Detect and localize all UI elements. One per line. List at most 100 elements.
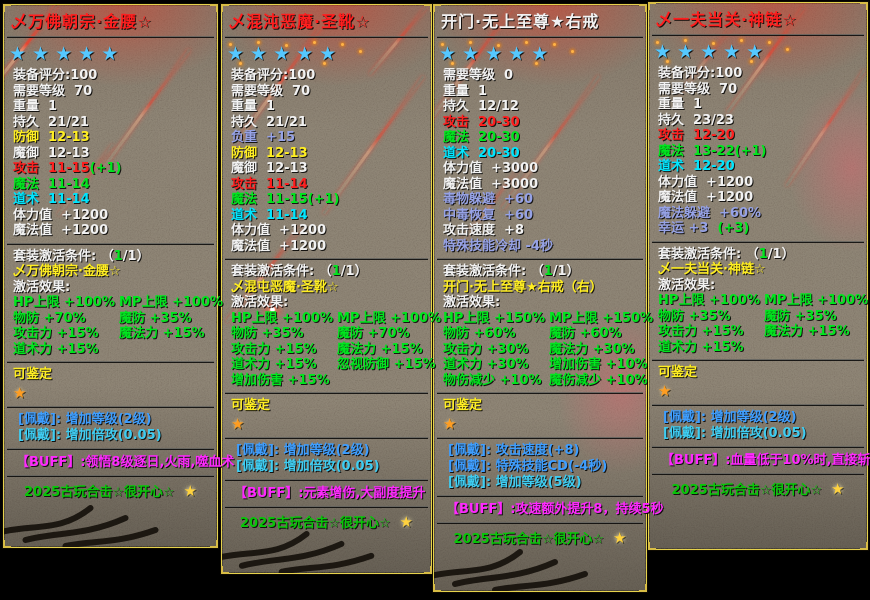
text-segment: (+1) xyxy=(734,143,767,159)
set-effect-left: 攻击力 +15% xyxy=(658,324,744,339)
corner-ornament xyxy=(433,4,441,12)
sparkle-icon xyxy=(341,43,344,46)
text-segment: 魔法值 +1200 xyxy=(231,238,327,254)
panel-background-texture xyxy=(649,3,867,549)
corner-ornament xyxy=(424,566,432,574)
text-segment: /1） xyxy=(340,264,368,279)
sparkle-icon xyxy=(712,42,715,45)
corner-ornament xyxy=(639,4,647,12)
set-effect-row: 物防 +60% 魔防 +60% xyxy=(443,326,637,342)
text-segment: 装备评分:100 xyxy=(13,68,98,83)
divider-line xyxy=(652,359,864,361)
divider-line xyxy=(652,473,864,475)
identify-star-icon: ★ xyxy=(658,382,672,400)
set-effect-row: 物防 +35% 魔防 +70% xyxy=(231,326,422,342)
corner-ornament xyxy=(648,2,656,10)
server-footer-line: 2025古玩合击☆很开心☆ ★ xyxy=(4,482,217,502)
sparkle-icon xyxy=(750,60,753,63)
footer-star-icon: ★ xyxy=(613,529,627,547)
dirt-noise-texture xyxy=(222,5,431,573)
red-meteor-glow xyxy=(434,5,646,85)
text-segment: 幸运 +3 xyxy=(658,221,718,236)
text-segment: 套装激活条件: （ xyxy=(443,264,544,279)
buff-prefix: 【BUFF】 xyxy=(16,455,81,470)
corner-ornament xyxy=(424,4,432,12)
stat-line: 需要等级 70 xyxy=(658,82,858,98)
set-effect-row: 攻击力 +15% 魔法力 +15% xyxy=(658,324,858,340)
stat-line: 魔法值 +1200 xyxy=(658,190,858,206)
set-effect-left: HP上限 +150% xyxy=(443,310,545,326)
stat-line: 魔法值 +1200 xyxy=(13,223,208,239)
star-icon: ★ xyxy=(250,43,274,65)
text-segment: 开门·无上至尊★右戒（右） xyxy=(443,279,603,295)
text-segment: 持久 12/12 xyxy=(443,99,519,114)
set-effect-row: 增加伤害 +15% xyxy=(231,373,422,389)
corner-ornament xyxy=(639,584,647,592)
star-rating: ★★★★★ xyxy=(227,41,426,67)
panel-background-texture xyxy=(434,5,646,591)
stat-line: 持久 12/12 xyxy=(443,99,637,115)
text-segment: 装备评分:100 xyxy=(658,66,743,81)
text-segment: 毒物躲避 +60 xyxy=(443,192,534,207)
footer-text: 2025古玩合击☆很开心☆ xyxy=(240,516,391,531)
tooltip-content: 乄混沌恶魔·圣靴☆ ★★★★★ 装备评分:100 需要等级 70 重量 1 持久 21/2… xyxy=(222,5,441,533)
text-segment: 1 xyxy=(331,264,341,279)
set-effect-row: 道术力 +15% xyxy=(658,340,858,356)
divider-line xyxy=(437,36,643,38)
stat-line: 重量 1 xyxy=(231,99,422,115)
star-icon: ★ xyxy=(439,43,463,65)
set-condition: 套装激活条件: （1/1） xyxy=(443,264,637,280)
text-segment: 需要等级 70 xyxy=(231,83,311,99)
identify-label: 可鉴定 xyxy=(658,365,698,380)
branch-silhouette xyxy=(434,496,646,591)
star-icon: ★ xyxy=(273,43,297,65)
stat-line: 持久 23/23 xyxy=(658,113,858,129)
footer-text: 2025古玩合击☆很开心☆ xyxy=(671,483,823,498)
text-segment: 乄混屯恶魔·圣靴☆ xyxy=(231,279,339,295)
set-condition: 套装激活条件: （1/1） xyxy=(231,264,422,280)
divider-line xyxy=(652,34,864,36)
buff-text: :元素增伤,大副度提升 xyxy=(298,486,426,501)
stat-line: 攻击 11-15(+1) xyxy=(13,161,208,177)
set-effect-left: 攻击力 +15% xyxy=(231,341,317,357)
buff-prefix: 【BUFF】 xyxy=(661,453,726,468)
divider-line xyxy=(225,437,428,439)
corner-ornament xyxy=(221,4,229,12)
wear-bonus-line: [佩戴]: 攻击速度(+8) xyxy=(448,443,580,458)
text-segment: 道术 11-14 xyxy=(231,207,308,223)
text-segment: 体力值 +1200 xyxy=(658,174,754,190)
identify-star-icon: ★ xyxy=(231,415,245,433)
text-segment: 乄一夫当关·神链☆ xyxy=(656,10,798,29)
set-effect-right: 魔防 +35% xyxy=(764,308,837,324)
stat-line: 道术 11-14 xyxy=(13,192,208,208)
set-effect-right: 魔防 +35% xyxy=(119,310,192,326)
star-icon: ★ xyxy=(485,43,509,65)
set-effect-left: 增加伤害 +15% xyxy=(231,372,330,388)
dirt-noise-texture xyxy=(434,5,646,591)
text-segment: 需要等级 70 xyxy=(658,81,738,97)
text-segment: (+1) xyxy=(307,192,340,207)
sparkle-icon xyxy=(497,44,500,47)
wear-bonus-line: [佩戴]: 增加等级(2级) xyxy=(18,412,152,427)
tooltip-holy-boots: 乄混沌恶魔·圣靴☆ ★★★★★ 装备评分:100 需要等级 70 重量 1 持久 21/2… xyxy=(221,4,441,574)
set-effect-left: HP上限 +100% xyxy=(231,310,333,326)
dirt-noise-texture xyxy=(649,3,867,549)
tooltip-content: 乄万佛朝宗·金腰☆ ★★★★★ 装备评分:100 需要等级 70 重量 1 持久 21/2… xyxy=(4,5,234,502)
text-segment: 攻击速度 +8 xyxy=(443,223,524,238)
vignette-shade xyxy=(222,5,431,573)
text-segment: 负重 +15 xyxy=(231,130,296,145)
server-footer-line: 2025古玩合击☆很开心☆ ★ xyxy=(434,529,646,549)
set-effect-left: HP上限 +100% xyxy=(13,295,115,310)
star-icon: ★ xyxy=(319,43,343,65)
stat-line: 需要等级 70 xyxy=(231,84,422,100)
sparkle-icon xyxy=(684,39,687,42)
branch-silhouette xyxy=(4,452,217,547)
stat-line: 魔法 20-30 xyxy=(443,130,637,146)
set-effect-left: 物防 +60% xyxy=(443,326,516,341)
set-effect-left: 攻击力 +30% xyxy=(443,341,529,357)
stat-line: 防御 12-13 xyxy=(13,130,208,146)
sparkle-icon xyxy=(571,50,574,53)
set-effects-title: 激活效果: xyxy=(231,295,422,311)
footer-star-icon: ★ xyxy=(831,480,845,498)
sparkle-icon xyxy=(313,41,316,44)
